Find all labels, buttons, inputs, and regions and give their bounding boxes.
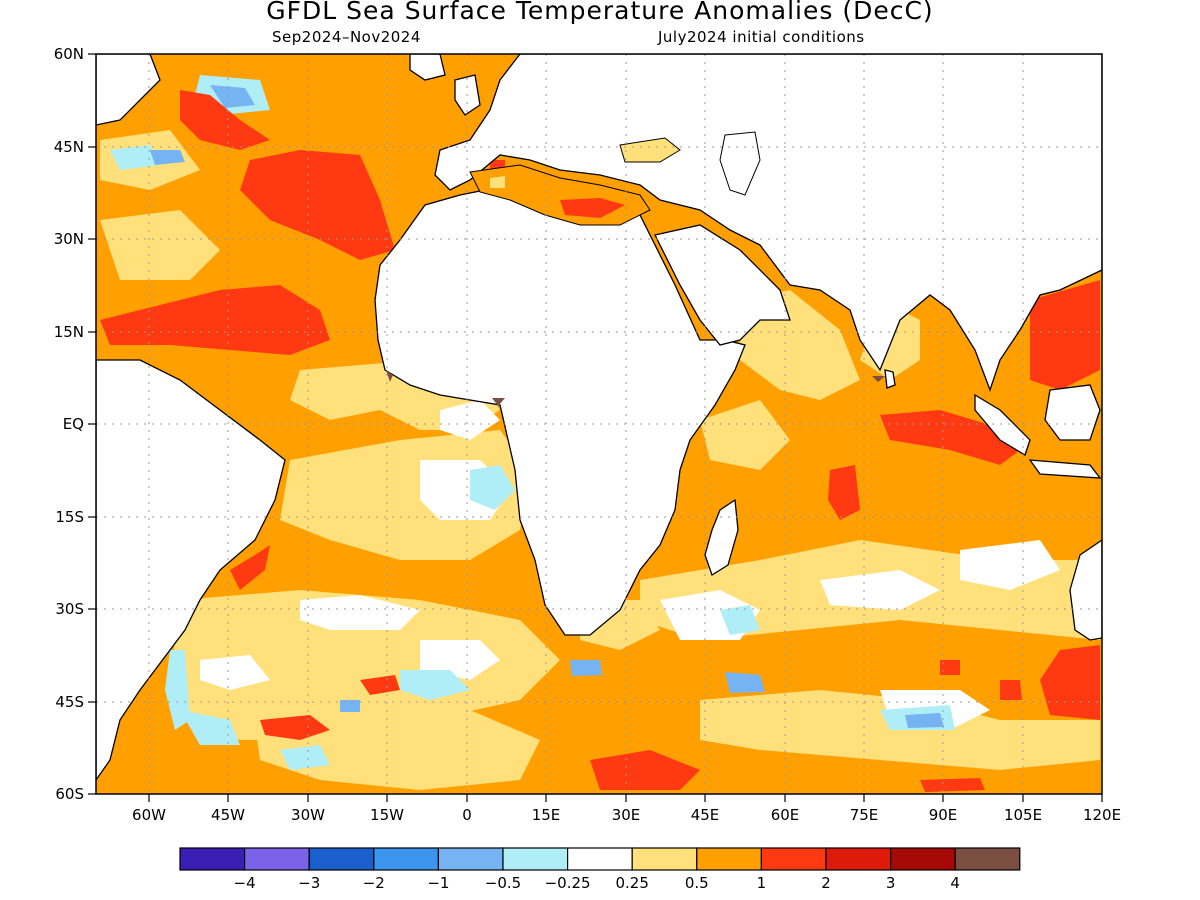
sri-lanka-land (884, 369, 896, 389)
lon-label-45w: 45W (211, 806, 245, 824)
north-america-land (96, 54, 161, 126)
colorbar-swatch (631, 847, 698, 871)
madagascar-land (704, 498, 739, 576)
colorbar-swatch (954, 847, 1021, 871)
colorbar-swatch (502, 847, 569, 871)
lon-label-90e: 90E (929, 806, 958, 824)
lat-label-30s: 30S (55, 600, 84, 618)
lat-label-15s: 15S (55, 508, 84, 526)
south-america-land (96, 359, 286, 782)
colorbar-label: 4 (950, 874, 960, 892)
colorbar-swatch (308, 847, 375, 871)
lon-label-60e: 60E (771, 806, 800, 824)
colorbar-label: 2 (821, 874, 831, 892)
season-label: Sep2024–Nov2024 (272, 28, 421, 46)
inland-seas (469, 131, 761, 226)
australia-land (1069, 539, 1102, 641)
graticule (96, 54, 1102, 794)
lat-label-45n: 45N (54, 138, 84, 156)
lon-label-45e: 45E (691, 806, 720, 824)
land-mask (96, 54, 1102, 782)
colorbar-label: 3 (886, 874, 896, 892)
lat-label-45s: 45S (55, 693, 84, 711)
map-title: GFDL Sea Surface Temperature Anomalies (… (266, 0, 934, 25)
initial-conditions-label: July2024 initial conditions (658, 28, 865, 46)
colorbar-label: −4 (234, 874, 256, 892)
lon-label-30e: 30E (612, 806, 641, 824)
lon-label-30w: 30W (291, 806, 325, 824)
lon-label-60w: 60W (132, 806, 166, 824)
borneo-land (1044, 384, 1101, 441)
lat-label-60n: 60N (54, 45, 84, 63)
lon-labels: 60W 45W 30W 15W 0 15E 30E 45E 60E 75E 90… (132, 806, 1121, 824)
lat-ticks (88, 53, 96, 795)
lat-label-30n: 30N (54, 230, 84, 248)
colorbar-label: −3 (298, 874, 320, 892)
anomaly-1-2 (100, 90, 1100, 792)
colorbar-swatch (179, 847, 246, 871)
lon-label-105e: 105E (1004, 806, 1042, 824)
sumatra-land (974, 393, 1031, 456)
eurasia-land (434, 54, 1102, 392)
lon-label-15w: 15W (370, 806, 404, 824)
lat-label-eq: EQ (63, 415, 84, 433)
lat-label-15n: 15N (54, 323, 84, 341)
lon-label-15e: 15E (532, 806, 561, 824)
colorbar-label: −1 (427, 874, 449, 892)
colorbar-label: 0.25 (615, 874, 648, 892)
colorbar-label: 0.5 (685, 874, 709, 892)
java-land (1028, 459, 1102, 479)
colorbar-label: 1 (757, 874, 767, 892)
arabia-land (654, 224, 791, 346)
iceland-land (409, 54, 446, 81)
colorbar-labels: −4 −3 −2 −1 −0.5 −0.25 0.25 0.5 1 2 3 4 (234, 874, 960, 892)
anomaly-field (96, 54, 1102, 794)
colorbar-label: −0.25 (545, 874, 591, 892)
colorbar-swatch (696, 847, 762, 871)
colorbar-swatch (566, 847, 633, 871)
lat-labels: 60N 45N 30N 15N EQ 15S 30S 45S 60S (54, 45, 84, 803)
lon-label-75e: 75E (850, 806, 879, 824)
anomaly-above-4 (386, 370, 885, 406)
colorbar-swatch (437, 847, 504, 871)
lon-ticks (148, 794, 1103, 802)
lat-label-60s: 60S (55, 785, 84, 803)
colorbar-swatch (825, 847, 892, 871)
colorbar-label: −0.5 (485, 874, 521, 892)
lon-label-120e: 120E (1083, 806, 1121, 824)
anomaly-neg-medium (150, 85, 944, 728)
colorbar-swatch (760, 847, 827, 871)
colorbar-swatch (889, 847, 956, 871)
lon-label-0: 0 (462, 806, 472, 824)
colorbar-swatch (244, 847, 310, 871)
colorbar-swatch (373, 847, 439, 871)
colorbar (179, 847, 1021, 871)
colorbar-label: −2 (363, 874, 385, 892)
